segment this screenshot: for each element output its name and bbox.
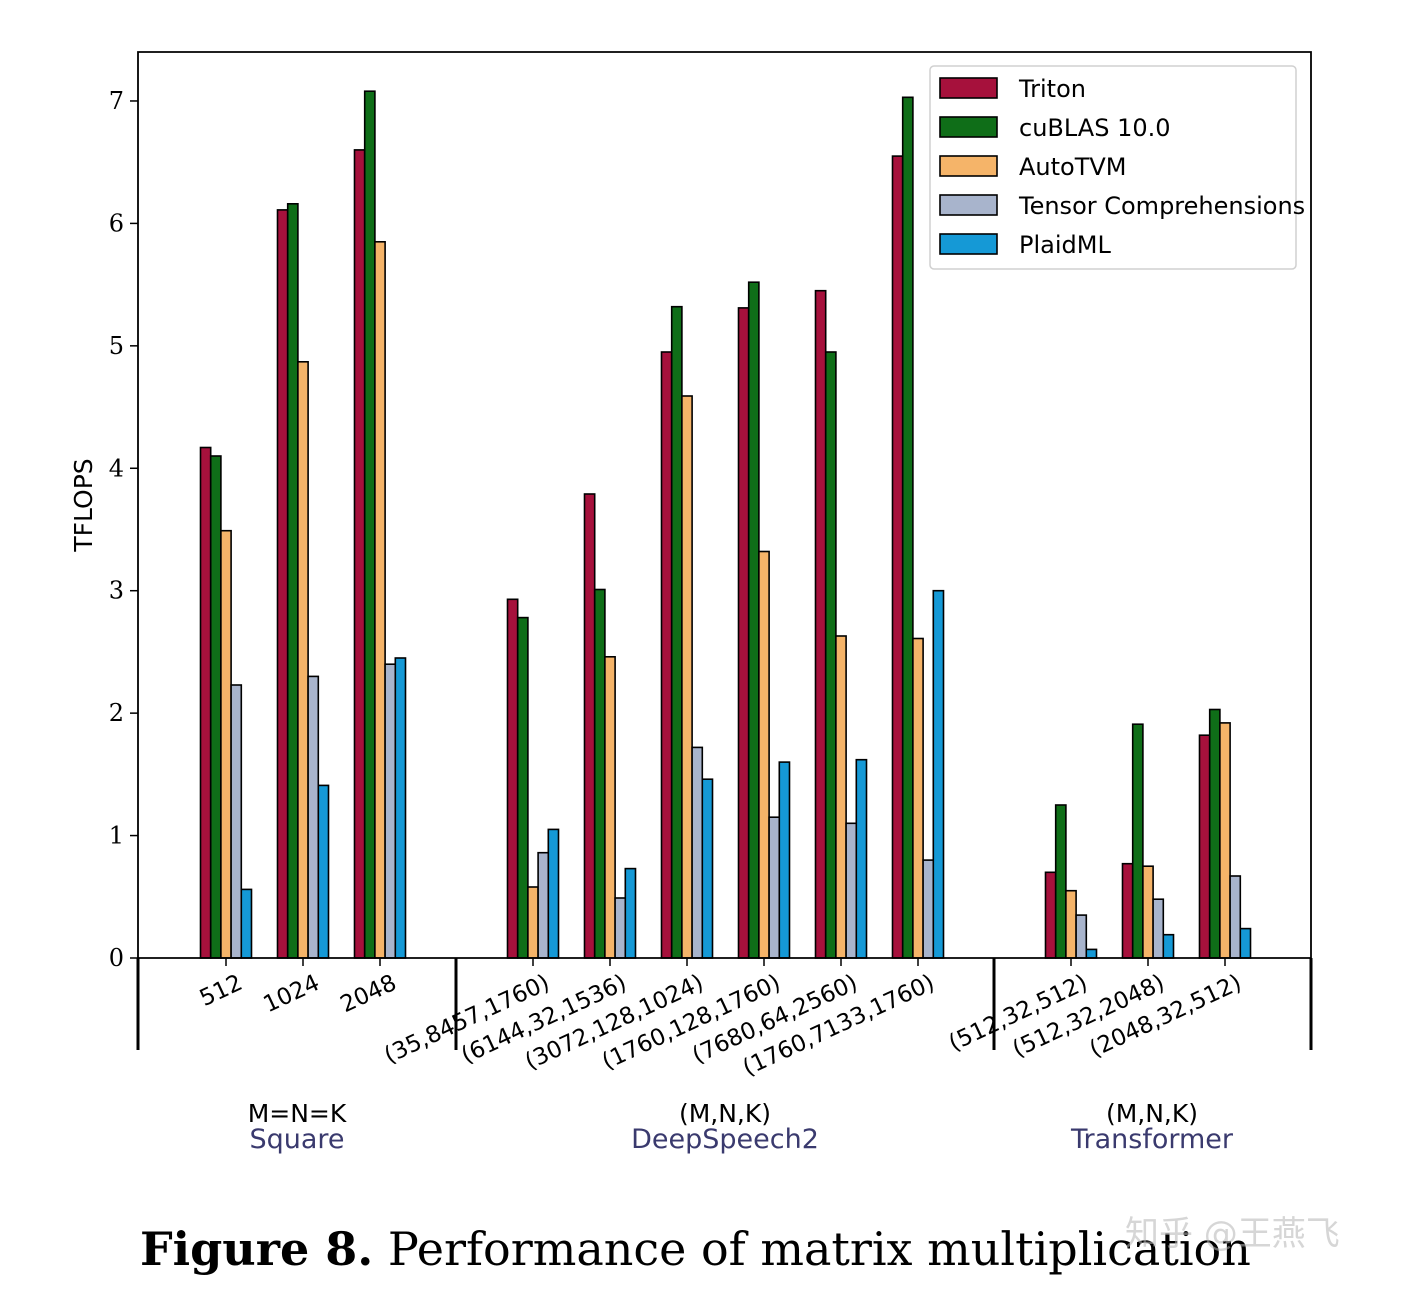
y-axis-label: TFLOPS — [69, 458, 98, 552]
bar-plaidml-0 — [240, 888, 253, 959]
bar-tensor-comprehensions-5 — [691, 746, 704, 959]
bar-autotvm-4 — [604, 655, 616, 959]
legend-label-1: cuBLAS 10.0 — [1019, 114, 1171, 142]
bar-triton-5 — [660, 351, 673, 959]
bar-tensor-comprehensions-2 — [384, 663, 397, 959]
y-tick-label-1: 1 — [109, 822, 124, 850]
bar-plaidml-10 — [1162, 933, 1175, 959]
plot-frame — [137, 51, 1312, 958]
bar-cublas-10-0-11 — [1208, 708, 1221, 959]
legend-swatch-1 — [939, 116, 998, 138]
bar-autotvm-11 — [1219, 722, 1231, 959]
legend-label-2: AutoTVM — [1019, 153, 1127, 181]
legend-label-0: Triton — [1018, 75, 1086, 103]
group-subtitle-2: (M,N,K) — [1106, 1099, 1198, 1128]
bar-cublas-10-0-3 — [516, 616, 529, 959]
bar-triton-6 — [737, 307, 750, 959]
bar-cublas-10-0-5 — [670, 305, 683, 959]
bar-triton-8 — [891, 155, 904, 959]
bar-triton-1 — [276, 209, 289, 959]
bar-plaidml-7 — [855, 758, 868, 959]
bar-cublas-10-0-6 — [747, 281, 760, 959]
y-tick-label-0: 0 — [109, 944, 124, 972]
y-tick-label-3: 3 — [109, 577, 124, 605]
bar-cublas-10-0-0 — [209, 455, 222, 959]
legend-swatch-3 — [939, 194, 998, 216]
bar-autotvm-9 — [1065, 889, 1077, 959]
bar-cublas-10-0-7 — [824, 351, 837, 959]
group-name-1: DeepSpeech2 — [631, 1124, 819, 1155]
figure-caption: Figure 8. Performance of matrix multipli… — [140, 1222, 1251, 1276]
bar-plaidml-11 — [1239, 927, 1252, 959]
group-subtitle-1: (M,N,K) — [679, 1099, 771, 1128]
bar-tensor-comprehensions-1 — [307, 675, 320, 959]
bar-plaidml-1 — [317, 784, 330, 959]
bar-tensor-comprehensions-11 — [1229, 875, 1242, 959]
bar-plaidml-2 — [394, 657, 407, 959]
group-subtitle-0: M=N=K — [248, 1099, 347, 1128]
bar-autotvm-5 — [681, 395, 693, 959]
bar-triton-7 — [814, 289, 827, 959]
legend-box — [929, 65, 1297, 270]
y-tick-label-4: 4 — [109, 454, 124, 482]
bar-autotvm-3 — [527, 886, 539, 959]
bar-tensor-comprehensions-3 — [537, 851, 550, 959]
y-tick-label-2: 2 — [109, 699, 124, 727]
bar-tensor-comprehensions-0 — [230, 684, 243, 959]
bar-cublas-10-0-8 — [901, 96, 914, 959]
bar-triton-10 — [1121, 862, 1134, 959]
bar-triton-11 — [1198, 734, 1211, 959]
bar-tensor-comprehensions-4 — [614, 897, 627, 959]
bar-plaidml-6 — [778, 761, 791, 959]
x-tick-label-2: 2048 — [336, 970, 400, 1018]
y-tick-label-7: 7 — [109, 87, 124, 115]
group-name-2: Transformer — [1070, 1124, 1234, 1155]
bar-autotvm-10 — [1142, 865, 1154, 959]
bar-autotvm-7 — [835, 635, 847, 959]
bar-autotvm-6 — [758, 550, 770, 959]
legend-label-3: Tensor Comprehensions — [1018, 192, 1305, 220]
legend-label-4: PlaidML — [1019, 231, 1111, 259]
bar-autotvm-1 — [297, 360, 309, 959]
bar-tensor-comprehensions-7 — [845, 822, 858, 959]
legend-swatch-0 — [939, 77, 998, 99]
legend-swatch-2 — [939, 155, 998, 177]
bar-cublas-10-0-10 — [1131, 723, 1144, 959]
bar-tensor-comprehensions-6 — [768, 816, 781, 959]
bar-autotvm-2 — [374, 241, 386, 959]
bar-plaidml-8 — [932, 589, 945, 959]
bar-triton-0 — [199, 446, 212, 959]
bar-triton-3 — [506, 598, 519, 959]
bar-cublas-10-0-9 — [1054, 804, 1067, 959]
watermark: 知乎 @王燕飞 — [1125, 1214, 1340, 1254]
bar-triton-2 — [353, 149, 366, 959]
bar-autotvm-0 — [220, 529, 232, 959]
bar-tensor-comprehensions-8 — [922, 859, 935, 959]
bar-autotvm-8 — [912, 637, 924, 959]
figure-caption-text: Performance of matrix multiplication — [373, 1222, 1251, 1276]
y-tick-label-6: 6 — [109, 209, 124, 237]
bar-triton-9 — [1044, 871, 1057, 959]
legend-swatch-4 — [939, 233, 998, 255]
bar-plaidml-3 — [547, 828, 560, 959]
bar-tensor-comprehensions-9 — [1075, 914, 1088, 959]
figure-caption-label: Figure 8. — [140, 1222, 374, 1276]
group-name-0: Square — [249, 1124, 344, 1155]
bar-triton-4 — [583, 493, 596, 959]
y-tick-label-5: 5 — [109, 332, 124, 360]
x-tick-label-1: 1024 — [259, 970, 323, 1018]
bar-plaidml-9 — [1085, 948, 1098, 959]
bar-cublas-10-0-4 — [593, 588, 606, 959]
bar-cublas-10-0-1 — [286, 203, 299, 959]
bar-cublas-10-0-2 — [363, 90, 376, 959]
bar-plaidml-5 — [701, 778, 714, 959]
bar-plaidml-4 — [624, 867, 637, 959]
x-tick-label-0: 512 — [196, 970, 247, 1012]
bar-tensor-comprehensions-10 — [1152, 898, 1165, 959]
